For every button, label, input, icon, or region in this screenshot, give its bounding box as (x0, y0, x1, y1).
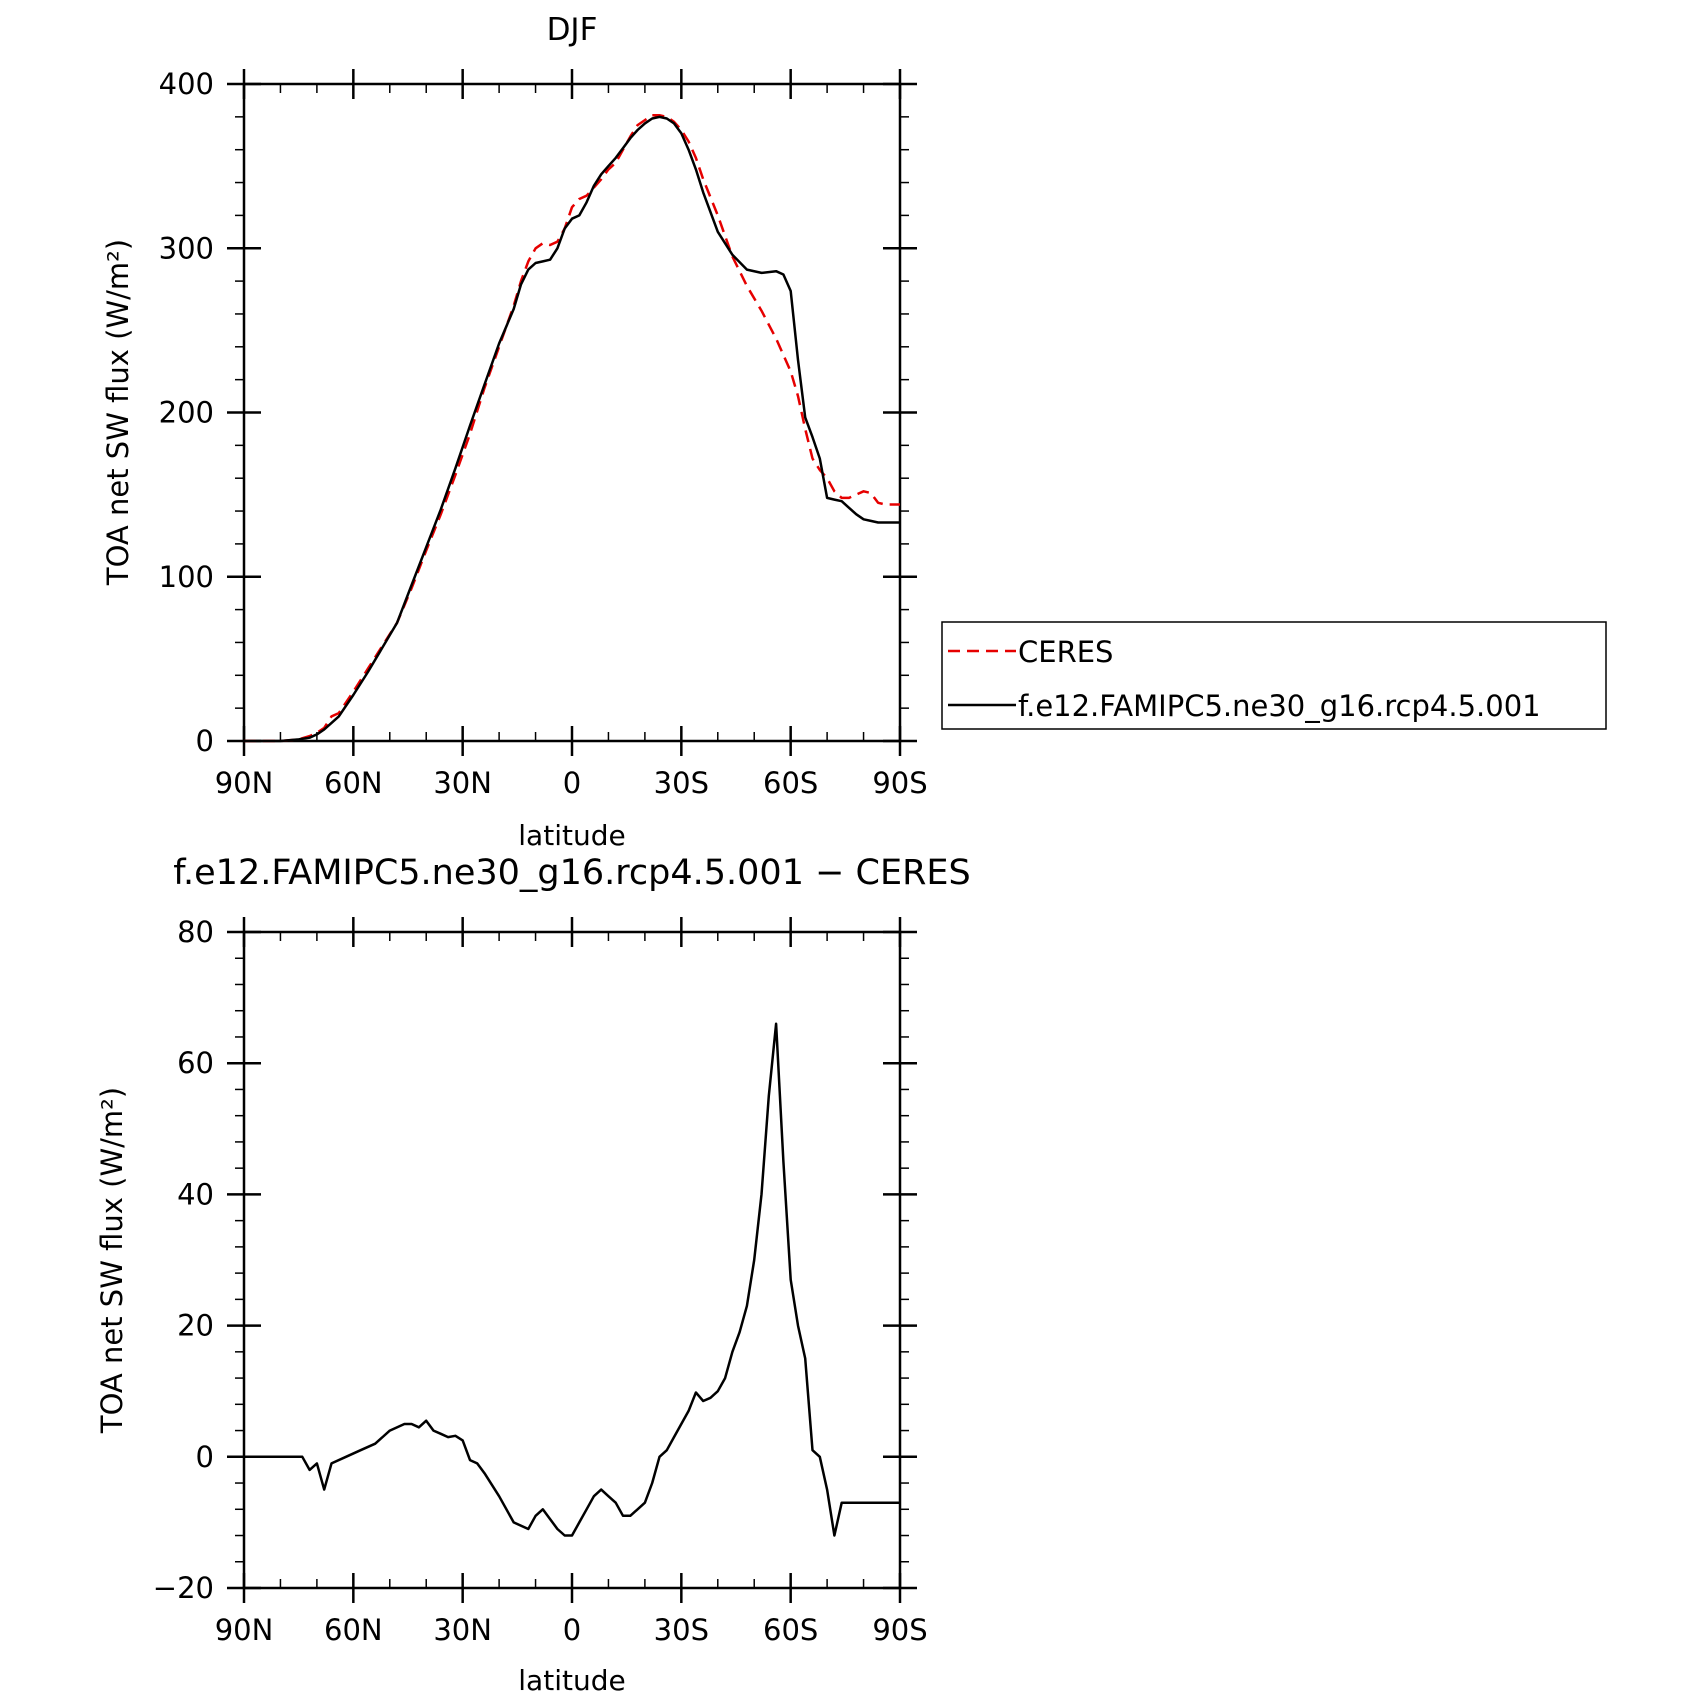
legend-label-model: f.e12.FAMIPC5.ne30_g16.rcp4.5.001 (1018, 689, 1541, 723)
y-axis-label: TOA net SW flux (W/m²) (95, 1087, 129, 1434)
x-axis-label: latitude (518, 819, 625, 852)
x-tick-label: 30S (654, 766, 709, 800)
major-ticks (227, 917, 917, 1603)
x-tick-label: 60S (763, 1613, 818, 1647)
y-tick-label: 0 (196, 1440, 214, 1474)
panel-djf: DJF 90N 60N 30N 0 30S 60S 90S 0 100 200 300 400 la… (101, 12, 1607, 852)
x-tick-label: 90S (872, 766, 927, 800)
x-tick-label: 90N (215, 1613, 274, 1647)
y-tick-label: 60 (177, 1046, 214, 1080)
y-tick-label: 20 (177, 1309, 214, 1343)
y-tick-label: 100 (159, 560, 214, 594)
x-tick-labels: 90N 60N 30N 0 30S 60S 90S (215, 766, 928, 800)
x-tick-label: 60N (324, 1613, 383, 1647)
minor-ticks (235, 932, 909, 1588)
series-lines (244, 113, 900, 743)
x-tick-label: 30N (433, 1613, 492, 1647)
y-tick-label: 80 (177, 915, 214, 949)
series-line-1 (244, 113, 900, 743)
x-tick-label: 30S (654, 1613, 709, 1647)
panel-difference: f.e12.FAMIPC5.ne30_g16.rcp4.5.001 − CERE… (95, 853, 971, 1691)
y-tick-labels: 0 100 200 300 400 (159, 67, 214, 758)
y-tick-label: 300 (159, 231, 214, 265)
series-lines (244, 1022, 900, 1537)
plot-frame (242, 930, 902, 1590)
y-tick-label: 200 (159, 396, 214, 430)
x-tick-label: 60N (324, 766, 383, 800)
y-tick-label: −20 (153, 1571, 214, 1605)
y-tick-label: 400 (159, 67, 214, 101)
series-line-1 (244, 1022, 900, 1537)
x-axis-label: latitude (518, 1664, 625, 1691)
y-tick-label: 40 (177, 1177, 214, 1211)
x-tick-label: 30N (433, 766, 492, 800)
legend-box (941, 621, 1607, 730)
major-ticks (227, 69, 917, 756)
legend-label-ceres: CERES (1018, 635, 1113, 669)
y-tick-label: 0 (196, 724, 214, 758)
y-tick-labels: −20 0 20 40 60 80 (153, 915, 214, 1605)
x-tick-labels: 90N 60N 30N 0 30S 60S 90S (215, 1613, 928, 1647)
x-tick-label: 0 (563, 766, 581, 800)
y-axis-label: TOA net SW flux (W/m²) (101, 239, 135, 586)
chart-title: f.e12.FAMIPC5.ne30_g16.rcp4.5.001 − CERE… (173, 853, 971, 893)
chart-title: DJF (547, 12, 598, 48)
x-tick-label: 90N (215, 766, 274, 800)
x-tick-label: 60S (763, 766, 818, 800)
x-tick-label: 0 (563, 1613, 581, 1647)
x-tick-label: 90S (872, 1613, 927, 1647)
minor-ticks (235, 84, 909, 741)
series-line-2 (244, 115, 900, 743)
legend: CERES f.e12.FAMIPC5.ne30_g16.rcp4.5.001 (941, 621, 1607, 730)
